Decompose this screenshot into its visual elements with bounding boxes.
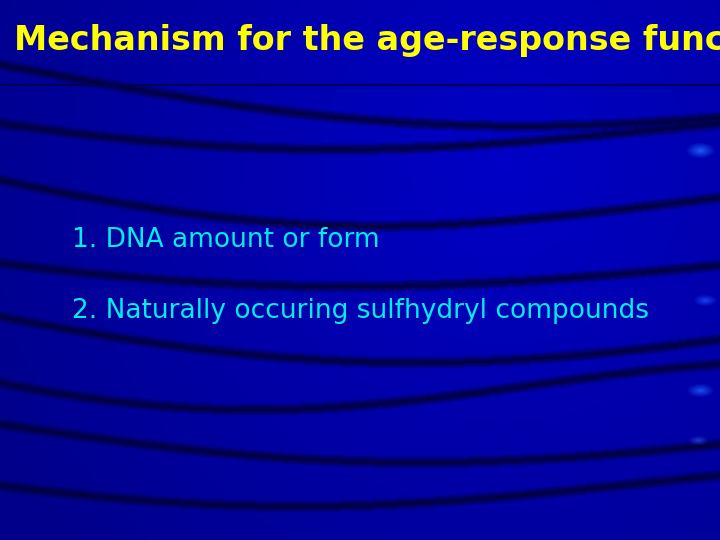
Text: 1. DNA amount or form: 1. DNA amount or form — [72, 227, 379, 253]
Text: 2. Naturally occuring sulfhydryl compounds: 2. Naturally occuring sulfhydryl compoun… — [72, 298, 649, 323]
Text: Mechanism for the age-response function: Mechanism for the age-response function — [14, 24, 720, 57]
